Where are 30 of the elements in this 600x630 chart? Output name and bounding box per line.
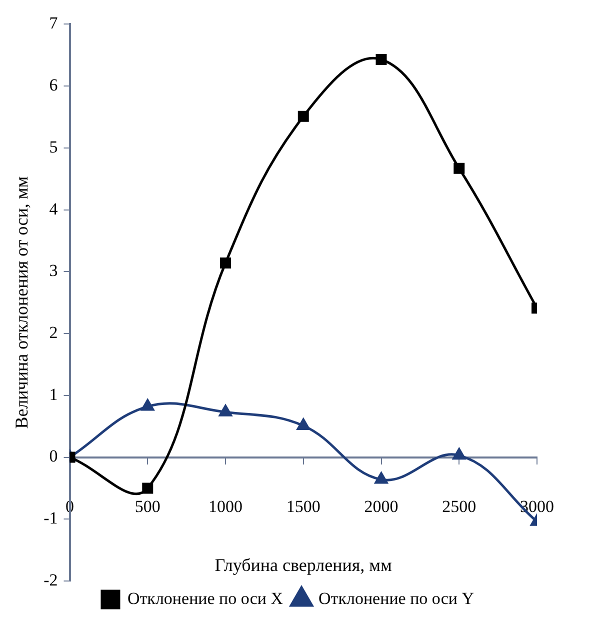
- x-axis-title: Глубина сверления, мм: [214, 555, 392, 576]
- point: [376, 54, 387, 65]
- x-tick-label: 2500: [442, 496, 476, 516]
- x-tick-label: 3000: [520, 496, 554, 516]
- point: [141, 399, 154, 411]
- x-tick-label: 2000: [364, 496, 398, 516]
- point: [298, 110, 309, 122]
- point: [454, 162, 465, 174]
- point: [219, 404, 232, 416]
- y-tick-label: 0: [49, 446, 58, 466]
- point: [296, 418, 310, 430]
- y-tick-label: 3: [49, 261, 58, 280]
- y-tick-label: -2: [44, 570, 58, 590]
- y-tick-label: 4: [49, 199, 58, 218]
- point: [142, 482, 154, 494]
- x-tick-label: 500: [134, 496, 160, 516]
- point: [374, 472, 388, 484]
- y-tick-label: 1: [49, 384, 58, 404]
- x-tick-label: 1000: [208, 496, 243, 516]
- point: [220, 258, 231, 268]
- legend-label: Отклонение по оси X: [127, 588, 284, 608]
- point: [452, 448, 466, 460]
- y-tick-label: 6: [49, 76, 58, 95]
- y-tick-label: 2: [49, 323, 58, 342]
- y-axis-title: Величина отклонения от оси, мм: [12, 176, 32, 429]
- y-tick-label: 7: [49, 14, 58, 33]
- legend-label: Отклонение по оси Y: [318, 588, 474, 608]
- x-tick-label: 1500: [286, 496, 320, 516]
- y-tick-label: 5: [49, 137, 58, 156]
- y-tick-label: -1: [44, 508, 58, 528]
